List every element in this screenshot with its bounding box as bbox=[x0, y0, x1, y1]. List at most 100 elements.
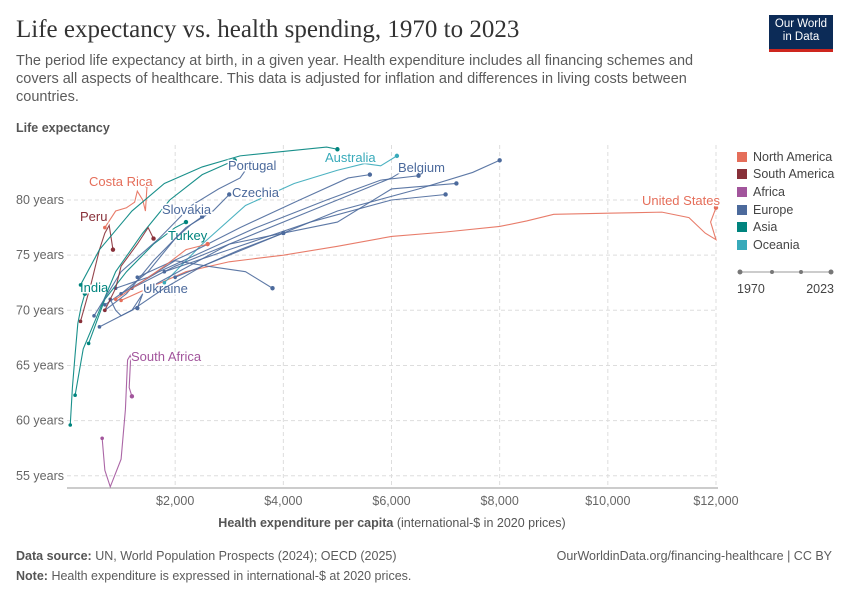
y-tick-label: 65 years bbox=[16, 358, 64, 372]
timeline-slider[interactable] bbox=[737, 266, 834, 296]
x-axis-label: Health expenditure per capita (internati… bbox=[218, 516, 565, 530]
series-start-point bbox=[146, 286, 150, 291]
series-line[interactable] bbox=[115, 260, 273, 289]
series-label: Belgium bbox=[398, 160, 445, 175]
owid-logo[interactable]: Our World in Data bbox=[769, 15, 833, 52]
series-line-india[interactable] bbox=[69, 293, 86, 426]
series-line[interactable] bbox=[164, 193, 446, 273]
chart-title: Life expectancy vs. health spending, 197… bbox=[16, 16, 520, 43]
series-line[interactable] bbox=[80, 146, 338, 286]
series-start-point bbox=[68, 423, 73, 427]
legend-swatch bbox=[737, 239, 747, 250]
timeline[interactable]: 1970 2023 bbox=[737, 266, 834, 301]
series-end-point bbox=[183, 219, 189, 225]
series-end-point bbox=[205, 241, 210, 247]
series-end-point bbox=[227, 192, 232, 197]
legend-label: Europe bbox=[753, 202, 794, 217]
series-end-point bbox=[443, 192, 448, 197]
series-line-south-africa[interactable] bbox=[101, 354, 133, 489]
series-end-point bbox=[232, 158, 237, 163]
series-start-point bbox=[135, 275, 140, 280]
series-end-point bbox=[394, 153, 400, 159]
series-line-turkey[interactable] bbox=[88, 221, 187, 344]
legend-label: Asia bbox=[753, 220, 778, 235]
series-end-point bbox=[713, 205, 719, 210]
series-start-point bbox=[173, 275, 177, 280]
legend-swatch bbox=[737, 151, 747, 162]
legend-item[interactable]: Africa bbox=[737, 183, 834, 201]
series-line[interactable] bbox=[74, 159, 235, 396]
legend-swatch bbox=[737, 222, 747, 233]
series-line-czechia[interactable] bbox=[104, 194, 230, 311]
series-line[interactable] bbox=[99, 232, 284, 328]
legend-item[interactable]: North America bbox=[737, 148, 834, 166]
series-end-point bbox=[416, 173, 421, 178]
series-end-point bbox=[335, 147, 340, 152]
legend-item[interactable]: Oceania bbox=[737, 236, 834, 254]
y-tick-label: 55 years bbox=[16, 469, 64, 483]
y-tick-label: 60 years bbox=[16, 414, 64, 428]
legend-swatch bbox=[737, 169, 747, 180]
timeline-marker bbox=[799, 270, 803, 274]
series-start-point bbox=[100, 436, 104, 441]
series-end-point bbox=[497, 158, 502, 163]
timeline-end-handle[interactable] bbox=[828, 269, 834, 275]
series-label: Czechia bbox=[232, 185, 280, 200]
series-label: Costa Rica bbox=[89, 174, 153, 189]
timeline-start-label: 1970 bbox=[737, 282, 765, 296]
series-start-point bbox=[97, 325, 102, 329]
series-label: South Africa bbox=[131, 349, 202, 364]
legend: North America South America Africa Europe As… bbox=[737, 148, 834, 254]
series-label: Australia bbox=[325, 150, 376, 165]
source-url[interactable]: OurWorldinData.org/financing-healthcare … bbox=[556, 549, 832, 563]
series-line[interactable] bbox=[137, 174, 370, 278]
series-line-portugal[interactable] bbox=[93, 162, 252, 317]
x-tick-label: $4,000 bbox=[264, 494, 302, 508]
legend-item[interactable]: South America bbox=[737, 166, 834, 184]
series-line-costa-rica[interactable] bbox=[104, 185, 148, 228]
series-line-slovakia[interactable] bbox=[104, 216, 203, 306]
legend-swatch bbox=[737, 204, 747, 215]
series-end-point bbox=[129, 394, 135, 399]
series-label: Portugal bbox=[228, 158, 277, 173]
series-start-point bbox=[103, 225, 107, 230]
timeline-end-label: 2023 bbox=[806, 282, 834, 296]
series-start-point bbox=[113, 297, 118, 302]
series-end-point bbox=[110, 247, 116, 252]
series-start-point bbox=[92, 314, 96, 318]
timeline-start-handle[interactable] bbox=[737, 269, 743, 275]
legend-label: South America bbox=[753, 167, 835, 182]
series-end-point bbox=[454, 181, 459, 186]
timeline-marker bbox=[770, 270, 774, 274]
series-line-peru[interactable] bbox=[79, 223, 114, 322]
note: Note: Health expenditure is expressed in… bbox=[16, 569, 412, 583]
series-start-point bbox=[86, 341, 91, 346]
legend-item[interactable]: Asia bbox=[737, 218, 834, 236]
series-line-australia[interactable] bbox=[163, 155, 398, 284]
y-tick-label: 70 years bbox=[16, 303, 64, 317]
legend-item[interactable]: Europe bbox=[737, 201, 834, 219]
series-label: Slovakia bbox=[162, 202, 212, 217]
legend-label: Oceania bbox=[753, 237, 800, 252]
series-line-belgium[interactable] bbox=[147, 170, 403, 289]
series-end-point bbox=[200, 214, 205, 219]
series-end-point bbox=[400, 169, 405, 174]
series-end-point bbox=[281, 230, 286, 236]
series-line-united-states[interactable] bbox=[120, 207, 717, 301]
series-end-point bbox=[248, 160, 254, 165]
series-line[interactable] bbox=[104, 226, 155, 311]
series-start-point bbox=[78, 319, 83, 324]
data-source: Data source: UN, World Population Prospe… bbox=[16, 549, 397, 563]
series-start-point bbox=[103, 308, 107, 313]
series-start-point bbox=[103, 302, 107, 307]
y-tick-label: 75 years bbox=[16, 248, 64, 262]
series-line[interactable] bbox=[174, 159, 500, 278]
series-line[interactable] bbox=[115, 243, 208, 300]
chart-subtitle: The period life expectancy at birth, in … bbox=[16, 53, 694, 105]
series-label: United States bbox=[642, 193, 721, 208]
series-end-point bbox=[270, 286, 275, 291]
legend-label: North America bbox=[753, 149, 833, 164]
series-start-point bbox=[73, 393, 77, 398]
series-line[interactable] bbox=[120, 175, 419, 295]
